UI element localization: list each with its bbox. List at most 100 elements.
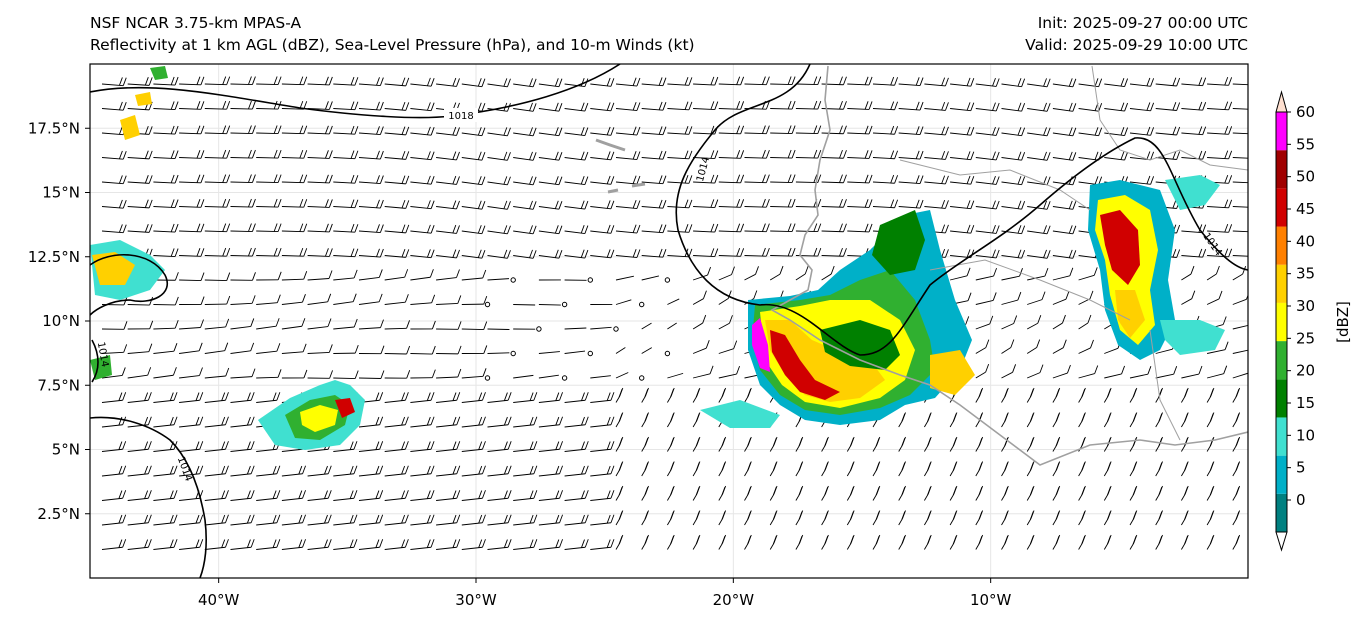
wind-barb — [898, 510, 906, 526]
wind-barb — [744, 485, 752, 501]
wind-barb — [564, 200, 589, 210]
wind-barb — [898, 436, 906, 452]
wind-barb — [410, 126, 435, 136]
wind-barb — [461, 151, 486, 161]
wind-barb — [204, 76, 231, 86]
wind-barb — [410, 294, 436, 305]
wind-barb — [924, 101, 949, 111]
wind-barb — [513, 249, 537, 259]
wind-barb — [436, 295, 462, 305]
wind-barb — [204, 342, 229, 354]
wind-barb — [564, 327, 587, 330]
wind-barb — [1052, 249, 1077, 259]
wind-barb — [1027, 249, 1051, 259]
wind-barb — [590, 465, 615, 477]
wind-barb — [1207, 125, 1233, 135]
wind-barb — [436, 151, 460, 161]
wind-barb — [641, 436, 649, 452]
wind-barb — [281, 539, 306, 550]
wind-barb — [230, 174, 256, 184]
wind-barb — [204, 149, 231, 159]
wind-barb — [667, 485, 675, 501]
wind-barb — [821, 174, 847, 184]
wind-barb — [1232, 265, 1247, 281]
y-tick-label: 17.5°N — [28, 119, 80, 137]
wind-barb — [1207, 101, 1233, 111]
wind-barb — [153, 416, 178, 428]
wind-barb — [1001, 78, 1026, 88]
wind-barb — [307, 344, 333, 354]
wind-barb — [410, 392, 435, 403]
wind-barb — [281, 174, 308, 184]
wind-barb — [461, 514, 486, 526]
wind-barb — [872, 76, 899, 86]
isobar-1014-east — [675, 64, 1248, 356]
wind-barb — [1155, 534, 1163, 550]
wind-barb — [744, 534, 752, 550]
wind-barb — [590, 441, 615, 452]
wind-barb — [769, 461, 778, 477]
wind-barb — [179, 539, 204, 550]
wind-barb — [358, 416, 384, 428]
wind-barb — [1232, 181, 1248, 184]
wind-barb — [872, 510, 881, 526]
wind-barb — [1232, 485, 1241, 501]
wind-barb — [590, 77, 615, 87]
wind-barb — [230, 465, 255, 477]
wind-barb — [692, 534, 701, 550]
wind-barb — [1232, 157, 1248, 159]
wind-barb — [436, 490, 461, 501]
wind-barb — [204, 367, 230, 379]
wind-barb — [1206, 485, 1215, 501]
wind-barb — [204, 174, 231, 184]
colorbar: 0 5 10 15 20 25 30 35 40 45 50 55 60 [dBZ] — [1275, 90, 1352, 552]
wind-barb — [872, 125, 899, 135]
wind-barb — [538, 351, 560, 354]
wind-barb — [795, 100, 822, 110]
wind-barb — [693, 150, 719, 160]
wind-barb — [821, 100, 847, 110]
wind-barb — [872, 101, 899, 111]
wind-barb — [641, 510, 649, 526]
wind-barb — [153, 342, 178, 354]
wind-barb — [975, 175, 1000, 185]
wind-barb — [1001, 151, 1026, 161]
wind-barb — [179, 76, 205, 86]
wind-barb — [615, 299, 632, 305]
wind-barb — [1001, 364, 1017, 379]
colorbar-segment — [1276, 264, 1287, 303]
wind-barb — [590, 200, 615, 210]
wind-barb — [975, 387, 984, 403]
colorbar-tick-label: 25 — [1296, 329, 1315, 347]
wind-barb — [230, 272, 256, 281]
wind-barb — [538, 127, 563, 137]
wind-barb — [615, 461, 624, 477]
wind-barb — [590, 539, 615, 550]
wind-barb — [718, 387, 727, 403]
wind-barb — [513, 514, 538, 526]
wind-barb — [564, 392, 589, 403]
wind-barb — [795, 125, 822, 135]
wind-barb — [744, 266, 759, 281]
colorbar-under-extension — [1275, 531, 1288, 552]
wind-barb — [307, 248, 333, 257]
wind-barb — [333, 76, 359, 86]
wind-barb — [384, 199, 410, 209]
wind-barb — [667, 125, 693, 135]
wind-barb — [230, 441, 255, 452]
wind-barb — [1052, 436, 1061, 452]
colorbar-segment — [1276, 493, 1287, 532]
wind-barb — [795, 461, 804, 477]
calm-wind-marker — [510, 350, 516, 357]
wind-barb — [949, 461, 958, 477]
colorbar-outline — [1275, 111, 1288, 533]
wind-barb — [101, 77, 127, 87]
wind-barb — [924, 461, 932, 477]
wind-barb — [847, 125, 873, 135]
colorbar-tick-label: 35 — [1296, 265, 1315, 283]
wind-barb — [846, 485, 855, 501]
wind-barb — [101, 101, 127, 111]
field-description: Reflectivity at 1 km AGL (dBZ), Sea-Leve… — [90, 36, 695, 54]
wind-barb — [1207, 150, 1233, 160]
wind-barb — [461, 321, 488, 331]
